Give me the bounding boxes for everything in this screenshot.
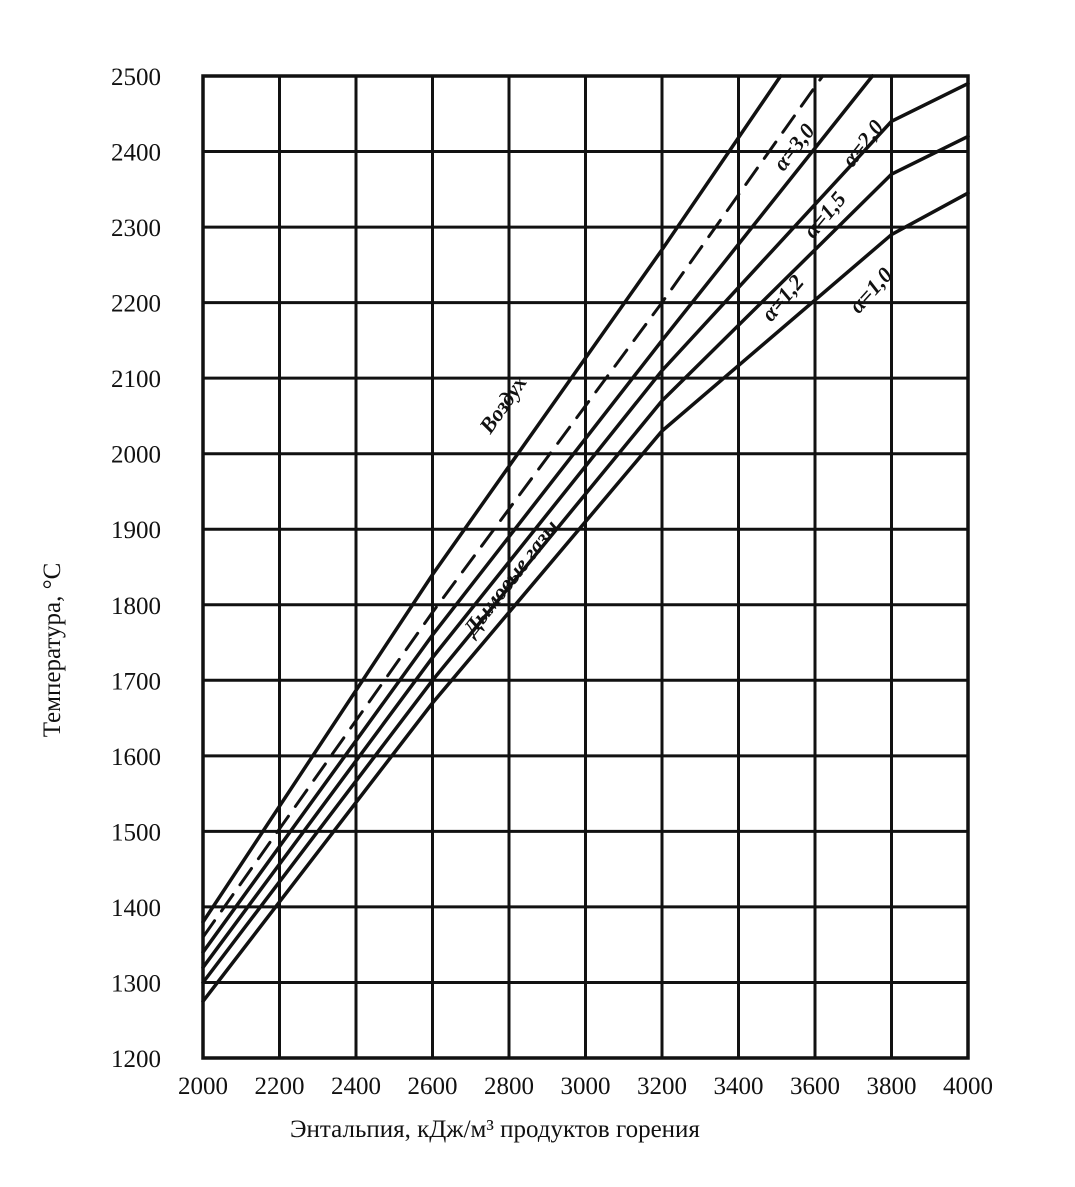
y-tick-label: 1400 [111,895,161,922]
y-tick-label: 1800 [111,593,161,620]
grid [201,74,970,1060]
x-tick-label: 3600 [790,1073,840,1100]
series-line [201,191,970,1004]
y-tick-labels: 1200 1300 1400 1500 1600 1700 1800 1900 2000 2100… [111,64,161,1073]
y-tick-label: 1500 [111,819,161,846]
y-tick-label: 1200 [111,1046,161,1073]
series-lines [201,74,970,1004]
x-tick-labels: 2000 2200 2400 2600 2800 3000 3200 3400 3600 3800… [178,1073,993,1100]
curve-label: Воздух [473,370,531,438]
y-tick-label: 2000 [111,442,161,469]
x-tick-label: 2800 [484,1073,534,1100]
y-tick-label: 2200 [111,291,161,318]
y-tick-label: 1700 [111,668,161,695]
series-line [201,74,875,954]
curve-label: α=3,0 [768,119,820,176]
x-tick-label: 2400 [331,1073,381,1100]
x-tick-label: 3400 [714,1073,764,1100]
curve-label: α=2,0 [837,115,889,172]
x-tick-label: 3000 [561,1073,611,1100]
series-line [201,74,783,924]
y-tick-label: 1300 [111,970,161,997]
series-line [201,74,825,939]
y-axis-label: Температура, °С [39,563,66,738]
y-tick-label: 1900 [111,517,161,544]
x-tick-label: 4000 [943,1073,993,1100]
series-line [201,134,970,985]
x-tick-label: 2000 [178,1073,228,1100]
x-tick-label: 2600 [408,1073,458,1100]
y-tick-label: 2400 [111,140,161,167]
y-tick-label: 2500 [111,64,161,91]
y-tick-label: 1600 [111,744,161,771]
y-tick-label: 2100 [111,366,161,393]
series-line [201,81,970,970]
x-tick-label: 3200 [637,1073,687,1100]
x-tick-label: 3800 [867,1073,917,1100]
plot-frame [201,74,970,1060]
x-axis-label: Энтальпия, кДж/м³ продуктов горения [290,1116,700,1143]
x-tick-label: 2200 [255,1073,305,1100]
y-tick-label: 2300 [111,215,161,242]
